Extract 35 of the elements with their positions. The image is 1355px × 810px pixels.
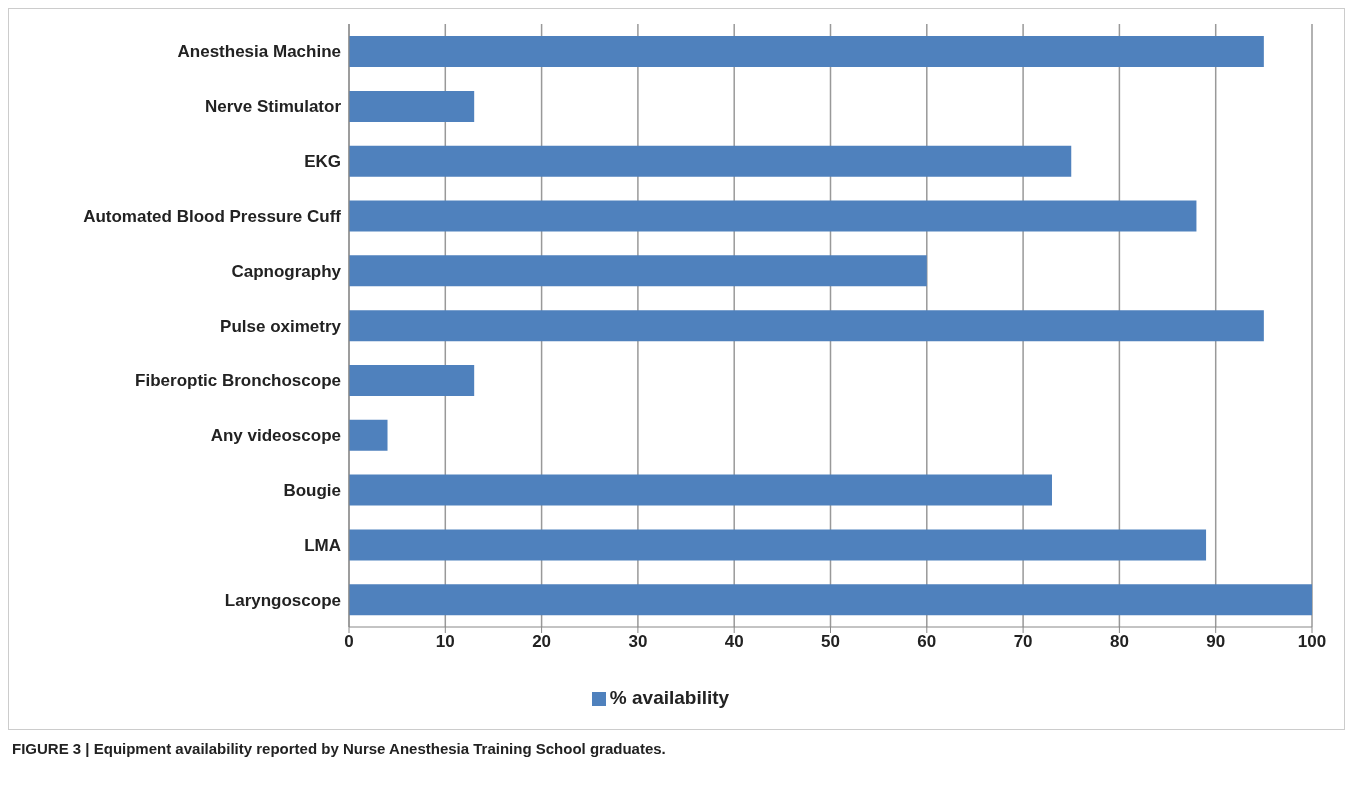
y-tick-label: Bougie [283, 480, 341, 500]
y-tick-label: LMA [304, 535, 341, 555]
x-tick-label: 50 [821, 632, 840, 652]
x-tick-label: 100 [1297, 632, 1327, 652]
x-tick-label: 30 [628, 632, 648, 652]
bar [349, 200, 1197, 232]
bar [349, 36, 1264, 68]
bar [349, 90, 475, 122]
bar [349, 419, 388, 451]
y-tick-label: Nerve Stimulator [204, 97, 342, 117]
x-tick-label: 0 [344, 632, 354, 652]
y-tick-label: Capnography [231, 261, 342, 281]
x-tick-label: 10 [435, 632, 455, 652]
y-tick-label: Any videoscope [210, 426, 341, 446]
legend-label: % availability [609, 687, 730, 708]
x-tick-label: 70 [1013, 632, 1033, 652]
y-tick-label: EKG [304, 152, 341, 172]
y-tick-label: Anesthesia Machine [177, 42, 341, 62]
x-tick-label: 40 [724, 632, 744, 652]
bar [349, 310, 1264, 342]
y-tick-label: Pulse oximetry [220, 316, 342, 336]
caption: FIGURE 3 | Equipment availability reported by Nurse Anesthesia Training School graduates. [11, 739, 667, 759]
x-tick-label: 80 [1109, 632, 1129, 652]
bar [349, 364, 475, 396]
bar [349, 584, 1312, 616]
bar [349, 529, 1207, 561]
x-tick-label: 90 [1206, 632, 1226, 652]
y-tick-label: Automated Blood Pressure Cuff [83, 206, 342, 226]
bar [349, 255, 927, 287]
y-tick-label: Laryngoscope [224, 590, 341, 610]
y-tick-label: Fiberoptic Bronchoscope [135, 371, 341, 391]
bar [349, 474, 1052, 506]
x-tick-label: 60 [917, 632, 937, 652]
x-tick-label: 20 [532, 632, 552, 652]
bar [349, 145, 1072, 177]
